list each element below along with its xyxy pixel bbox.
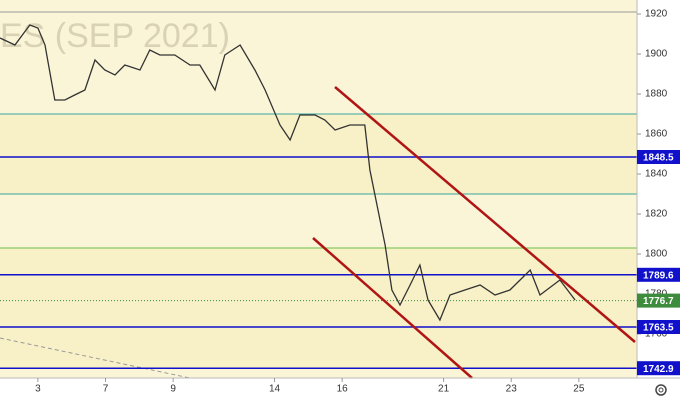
level-label-box — [637, 150, 680, 164]
level-label: 1848.5 — [643, 153, 674, 164]
x-tick-label: 9 — [170, 384, 176, 395]
y-tick-label: 1840 — [645, 169, 668, 180]
y-tick-label: 1860 — [645, 129, 668, 140]
channel-line — [334, 86, 636, 343]
y-tick-label: 1800 — [645, 249, 668, 260]
last-price-box — [637, 293, 680, 308]
x-tick-label: 23 — [506, 384, 518, 395]
x-tick-label: 25 — [573, 384, 585, 395]
level-label: 1789.6 — [643, 270, 674, 281]
y-tick-label: 1880 — [645, 89, 668, 100]
y-tick-label: 1920 — [645, 9, 668, 20]
band — [0, 248, 637, 368]
price-line — [0, 24, 576, 322]
settings-gear[interactable] — [655, 384, 667, 396]
watermark: ES (SEP 2021) — [0, 17, 230, 55]
y-tick-label: 1900 — [645, 49, 668, 60]
level-label-box — [637, 320, 680, 334]
x-tick-label: 21 — [438, 384, 450, 395]
x-tick-label: 14 — [269, 384, 281, 395]
x-tick-label: 16 — [337, 384, 349, 395]
y-tick-label: 1760 — [645, 329, 668, 340]
x-tick-label: 3 — [35, 384, 41, 395]
last-price-label: 1776.7 — [643, 296, 674, 307]
settings-hub[interactable] — [658, 387, 664, 393]
x-tick-label: 7 — [103, 384, 109, 395]
y-tick-label: 1820 — [645, 209, 668, 220]
y-axis-panel — [637, 0, 680, 401]
level-label: 1763.5 — [643, 323, 674, 334]
level-label-box — [637, 267, 680, 282]
channel-line — [312, 237, 473, 379]
dashed-trendline — [0, 337, 191, 379]
band — [0, 114, 637, 194]
level-label: 1742.9 — [643, 364, 674, 375]
settings-icon[interactable] — [655, 384, 667, 396]
level-label-box — [637, 361, 680, 376]
